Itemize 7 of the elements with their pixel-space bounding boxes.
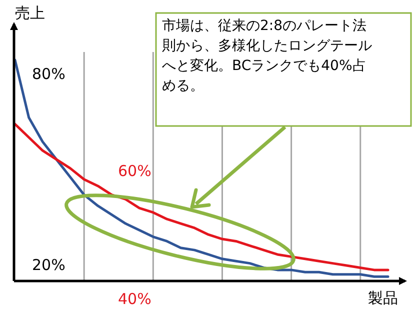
- annotation: 20%: [32, 256, 66, 274]
- annotation: 60%: [118, 162, 152, 180]
- annotation: 80%: [32, 65, 66, 83]
- annotation: 市場は、従来の2:8のパレート法則から、多様化したロングテールへと変化。BCランクでも40%占める。: [162, 17, 373, 96]
- text: 40%: [118, 290, 152, 308]
- x-axis-title: 製品: [368, 289, 398, 307]
- y-axis-title: 売上: [15, 4, 45, 22]
